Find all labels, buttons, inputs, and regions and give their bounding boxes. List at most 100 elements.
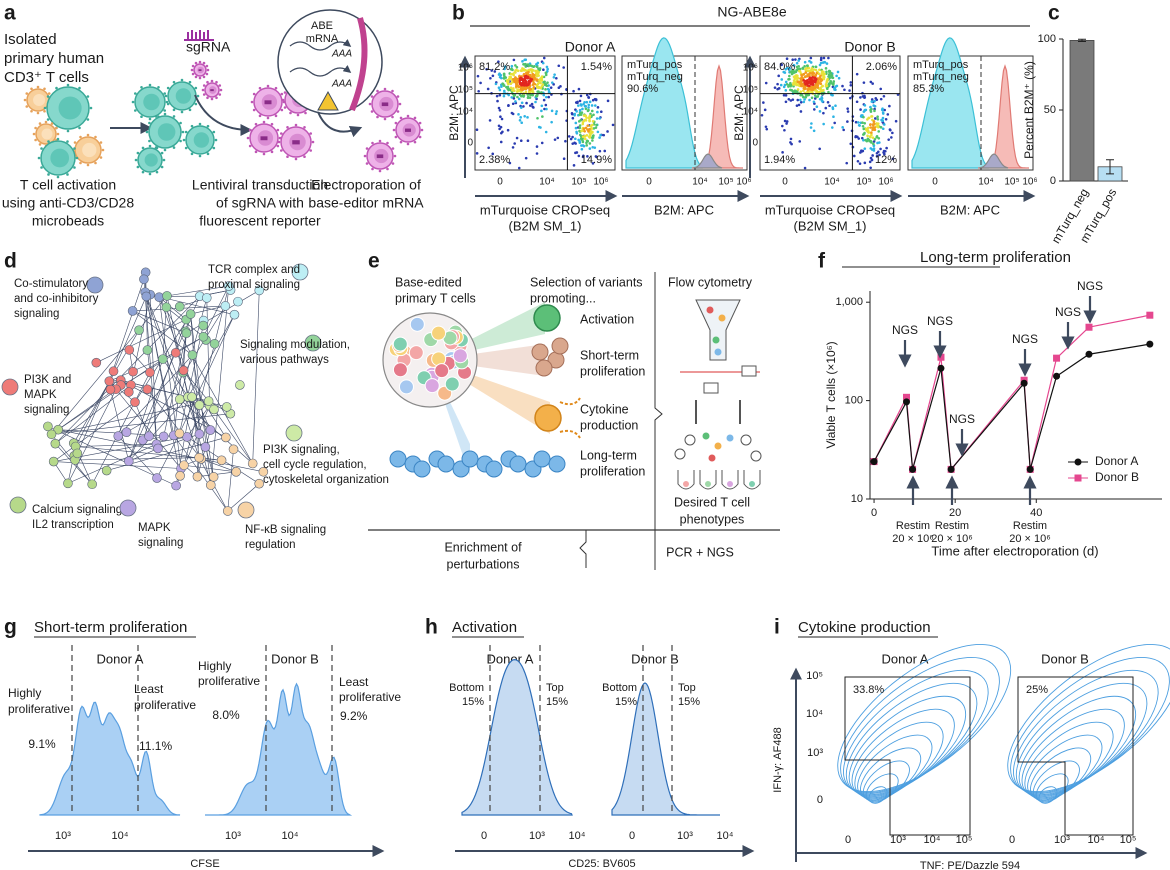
event-dot [760,113,764,117]
network-node [194,400,205,410]
network-node [50,438,61,449]
event-dot [498,127,501,131]
network-node [209,404,219,415]
arrow [194,94,253,136]
event-dot [514,71,517,74]
module-key [304,334,322,352]
event-dot [520,101,524,105]
cell-receptor [212,146,216,150]
cell-receptor [206,152,210,156]
contour [1015,682,1148,796]
event-dot [785,66,789,70]
network-node [174,301,185,312]
event-dot [849,81,853,84]
panel-title: Cytokine production [798,619,931,636]
event-dot [804,68,807,71]
network-edge [183,370,209,402]
contour [842,669,989,795]
axis-label: B2M: APC [654,202,714,217]
cell-receptor [303,125,306,129]
label: Short-term [580,348,639,362]
event-dot [833,121,836,125]
event-dot [585,93,589,97]
event-dot [587,96,591,99]
event-dot [855,100,859,104]
contour [851,708,955,798]
network-edge [186,405,210,438]
event-dot [515,65,519,69]
event-dot [508,161,512,165]
event-dot [498,93,502,97]
network-node [187,350,198,360]
cell-receptor [363,154,367,158]
sorted-cell [726,434,734,442]
cell-receptor [190,124,194,128]
event-dot [512,87,515,90]
network-node [87,479,97,490]
event-dot [510,64,514,68]
event-dot [489,76,492,80]
network-edge [129,349,151,373]
event-dot [526,95,530,99]
event-dot [862,115,865,119]
event-dot [810,122,813,125]
event-dot [824,84,828,88]
event-dot [485,67,488,71]
event-dot [518,93,522,97]
label: perturbations [447,557,520,571]
cell-receptor [99,141,103,144]
label: NF-κB signaling [245,524,326,536]
label: 9.2% [340,709,368,723]
network-node [158,431,169,442]
event-dot [591,139,594,142]
event-dot [578,139,581,143]
network-edge [197,429,211,477]
module-key [1,378,19,396]
event-dot [577,104,580,107]
event-dot [791,89,795,93]
event-dot [503,89,506,93]
network-node [178,365,189,376]
sorted-cell [708,454,716,462]
cell-receptor [218,84,222,87]
cell-receptor [66,173,69,176]
reporter [292,140,300,145]
event-dot [512,73,515,77]
event-dot [514,100,517,103]
event-dot [486,87,490,91]
event-dot [818,63,822,67]
event-dot [580,129,583,133]
label: fluorescent reporter [199,213,321,229]
event-dot [822,111,825,115]
cell-receptor [283,106,287,109]
label: 11.1% [139,739,172,753]
event-dot [872,142,875,146]
tick-label: 10⁴ [978,177,993,188]
event-dot [858,162,862,165]
event-dot [526,139,530,142]
network-node [91,357,102,368]
event-dot [593,104,597,107]
event-dot [869,80,873,84]
event-dot [867,138,871,142]
cell-receptor [181,130,185,134]
event-dot [824,83,828,86]
cell-receptor [136,151,140,155]
event-dot [788,68,791,72]
cell-receptor [148,172,152,176]
network-edge [145,296,200,458]
tick-label: 10⁵ [956,834,973,846]
pool-cell [452,348,468,364]
event-dot [591,98,595,102]
network-node [258,466,269,477]
network-node [63,478,73,489]
event-dot [501,130,504,134]
cell-receptor [75,156,79,160]
event-dot [863,161,867,165]
event-dot [586,124,590,127]
phenotype-cell [531,343,549,361]
label: 2.38% [479,154,510,166]
cell-receptor [191,72,195,76]
event-dot [848,96,852,100]
cell-receptor [252,108,256,112]
